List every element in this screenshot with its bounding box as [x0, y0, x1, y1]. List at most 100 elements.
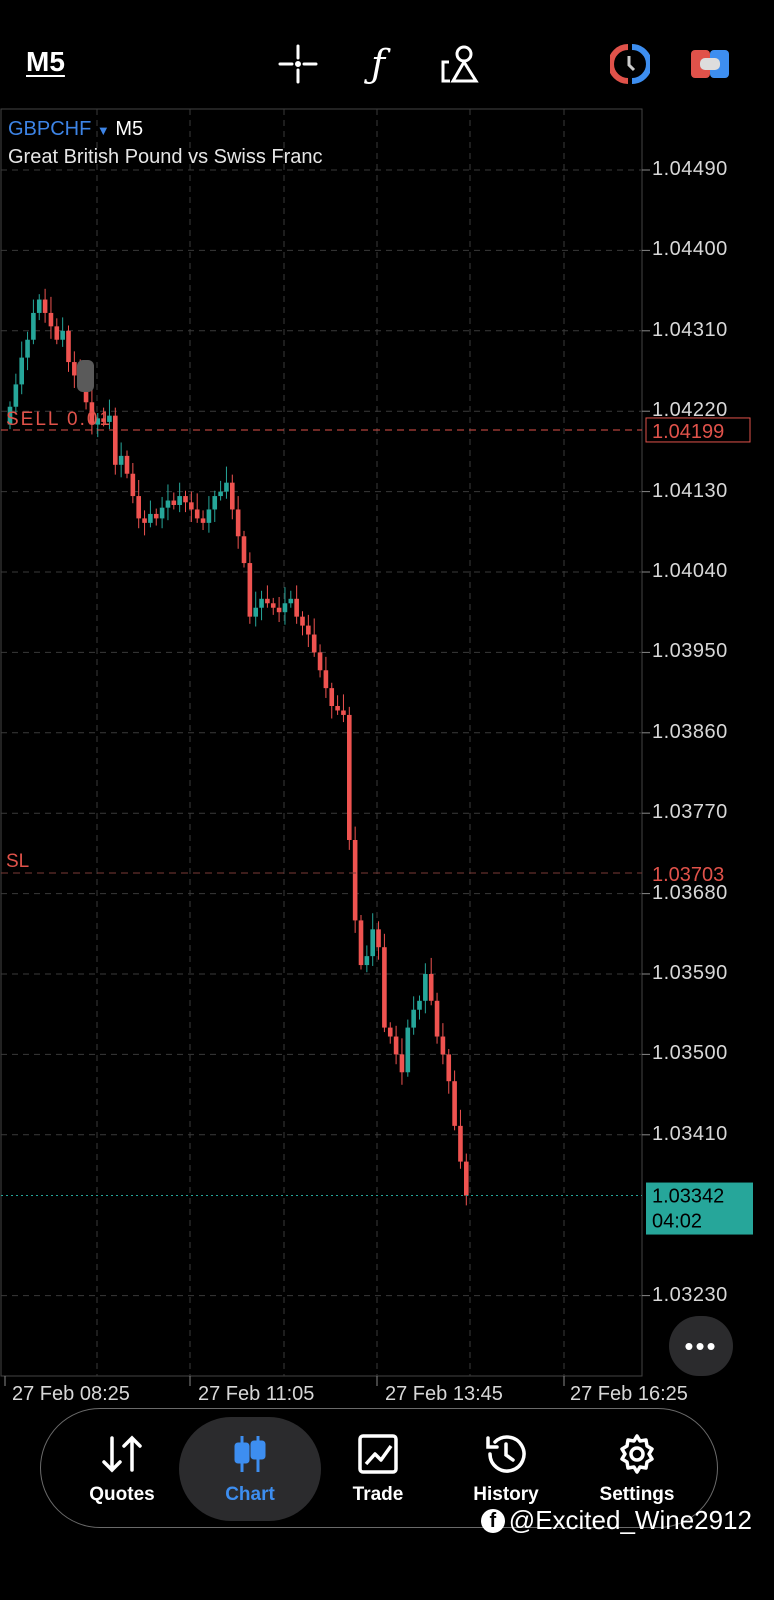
candle-body [183, 496, 188, 503]
candle-body [458, 1125, 463, 1162]
trade-marker [77, 360, 94, 392]
candle-body [13, 384, 19, 407]
symbol-name[interactable]: GBPCHF [8, 118, 92, 140]
candle-body [358, 920, 364, 966]
candle-body [42, 299, 48, 313]
y-tick-label: 1.04310 [652, 318, 728, 341]
candle-body [347, 714, 352, 840]
candle-body [218, 491, 223, 497]
candle-body [194, 509, 200, 519]
candle-body [241, 536, 247, 564]
nav-label: Trade [352, 1484, 404, 1505]
symbol-description: Great British Pound vs Swiss Franc [8, 146, 323, 168]
candle-body [48, 312, 54, 327]
indicators-f-icon[interactable]: ƒ [370, 42, 386, 86]
candle-body [31, 312, 36, 340]
symbol-header[interactable]: GBPCHF ▼ M5 [8, 118, 143, 141]
y-tick-label: 1.03500 [652, 1042, 728, 1065]
x-tick-label: 27 Feb 16:25 [570, 1383, 688, 1405]
candle-body [66, 330, 71, 363]
candle-body [282, 603, 288, 613]
nav-label: Settings [599, 1484, 675, 1505]
watermark-text: @Excited_Wine2912 [508, 1505, 752, 1535]
candle-body [376, 929, 381, 948]
objects-icon[interactable] [440, 44, 480, 84]
candle-body [423, 974, 428, 1001]
candle-body [171, 500, 177, 505]
sl-price-box [646, 861, 750, 886]
candle-body [19, 357, 24, 385]
candle-body [428, 974, 434, 1001]
nav-history[interactable]: History [441, 1409, 571, 1529]
nav-settings[interactable]: Settings [572, 1409, 702, 1529]
candle-body [54, 326, 60, 340]
candle-body [230, 482, 235, 510]
y-tick-label: 1.03230 [652, 1283, 728, 1306]
candle-body [294, 598, 299, 617]
candle-body [177, 496, 182, 505]
candle-body [270, 603, 276, 608]
candle-body [452, 1081, 457, 1126]
nav-label: Chart [225, 1484, 275, 1505]
quotes-icon [100, 1432, 144, 1476]
candle-body [124, 455, 130, 474]
candle-body [393, 1036, 399, 1055]
nav-chart[interactable]: Chart [179, 1417, 321, 1521]
candle-body [399, 1054, 405, 1073]
candle-body [235, 509, 241, 537]
y-tick-label: 1.04490 [652, 158, 728, 180]
stop-loss-label: SL [6, 851, 29, 872]
timeframe-button[interactable]: M5 [26, 46, 65, 77]
crosshair-icon[interactable] [278, 44, 318, 84]
nav-label: Quotes [89, 1484, 155, 1505]
candle-body [253, 607, 258, 617]
y-tick-label: 1.03590 [652, 962, 728, 984]
bid-price-box [646, 1182, 753, 1235]
candle-body [89, 402, 95, 425]
candle-body [387, 1027, 393, 1037]
candle-body [118, 455, 124, 465]
candle-body [247, 563, 253, 617]
candle-body [323, 670, 329, 689]
candle-body [60, 330, 65, 340]
candle-body [224, 482, 229, 492]
bid-price-label: 1.03342 [652, 1186, 724, 1208]
y-tick-label: 1.04130 [652, 479, 728, 502]
nav-quotes[interactable]: Quotes [57, 1409, 187, 1529]
candle-body [259, 598, 264, 608]
more-button[interactable]: ••• [669, 1316, 733, 1376]
gear-icon [616, 1432, 658, 1476]
candle-body [382, 947, 387, 1028]
candle-body [136, 496, 141, 519]
bar-countdown: 04:02 [652, 1211, 702, 1233]
y-tick-label: 1.03770 [652, 801, 728, 824]
nav-label: History [473, 1484, 539, 1505]
plot-border [0, 108, 643, 1377]
nav-trade[interactable]: Trade [313, 1409, 443, 1529]
one-click-trading-icon[interactable] [610, 44, 650, 84]
candle-body [36, 299, 42, 313]
price-chart[interactable]: SELL 0.01 1.04199 SL 1.03703 1.03342 04:02 [0, 108, 774, 1398]
order-price-label: 1.04199 [652, 421, 724, 443]
candle-body [370, 929, 375, 957]
y-tick-label: 1.03410 [652, 1122, 728, 1145]
candle-body [83, 384, 89, 403]
candle-body [440, 1036, 446, 1055]
candle-body [364, 956, 370, 966]
candle-body [153, 513, 159, 519]
candle-body [276, 607, 282, 613]
candle-body [300, 616, 305, 626]
x-tick-label: 27 Feb 11:05 [198, 1383, 315, 1405]
candle-body [446, 1054, 452, 1082]
candle-body [417, 1000, 422, 1010]
toggle-icon[interactable] [690, 44, 730, 84]
symbol-dropdown-icon[interactable]: ▼ [96, 123, 110, 138]
candle-body [306, 625, 311, 635]
history-icon [484, 1432, 528, 1476]
candle-body [335, 706, 340, 711]
candle-body [142, 518, 147, 523]
candle-body [434, 1000, 440, 1037]
x-tick-label: 27 Feb 08:25 [12, 1383, 130, 1405]
y-tick-label: 1.04400 [652, 238, 728, 261]
candle-body [7, 406, 13, 425]
